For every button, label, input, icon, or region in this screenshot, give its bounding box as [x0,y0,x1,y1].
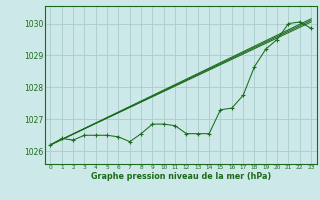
X-axis label: Graphe pression niveau de la mer (hPa): Graphe pression niveau de la mer (hPa) [91,172,271,181]
